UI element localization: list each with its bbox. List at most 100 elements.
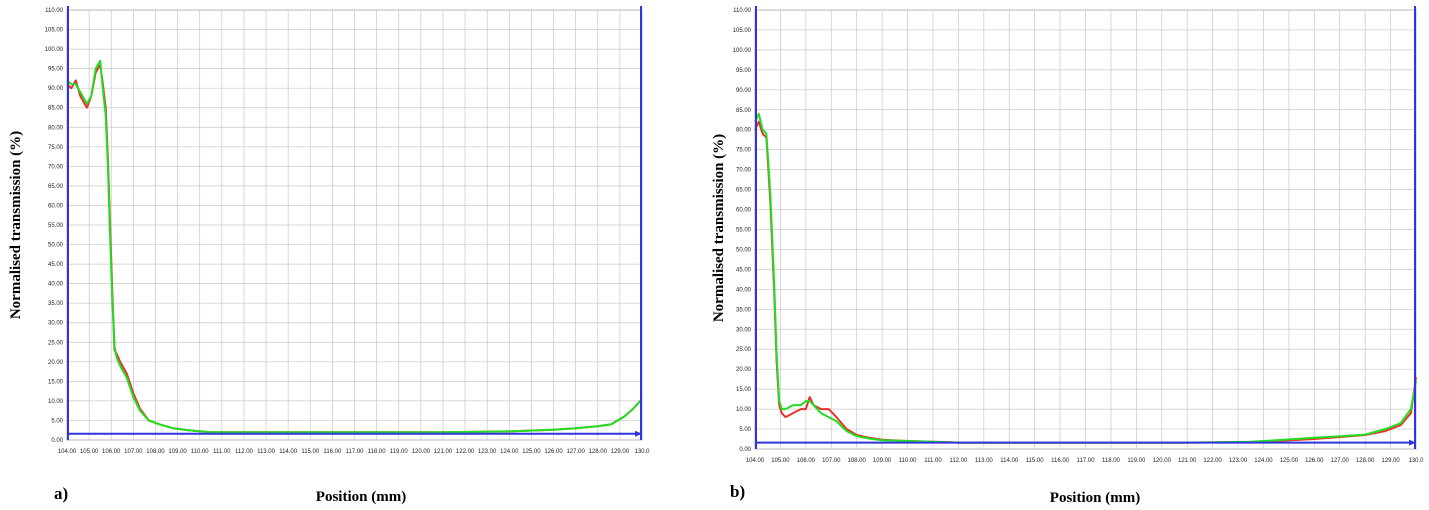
y-tick-label: 15.00 (736, 387, 752, 393)
x-tick-label: 117.00 (346, 449, 365, 455)
y-tick-label: 5.00 (739, 427, 751, 433)
x-tick-label: 111.00 (924, 458, 942, 464)
x-tick-label: 108.00 (146, 449, 165, 455)
x-tick-label: 123.00 (478, 449, 497, 455)
y-tick-label: 65.00 (48, 184, 64, 190)
chart-panel-a: 0.00 5.00 10.00 15.00 20.00 25.00 30.00 35.00 40… (0, 0, 690, 510)
x-tick-label: 119.00 (390, 449, 409, 455)
y-tick-label: 95.00 (48, 67, 64, 73)
y-tick-label: 110.00 (45, 8, 64, 14)
x-tick-label: 115.00 (301, 449, 320, 455)
y-tick-label: 45.00 (48, 262, 64, 268)
x-tick-label: 124.00 (1254, 458, 1273, 464)
y-tick-label: 100.00 (45, 47, 64, 53)
y-ticks-b: 0.00 5.00 10.00 15.00 20.00 25.00 30.00 35.00 40… (733, 8, 752, 453)
y-tick-label: 60.00 (736, 208, 752, 214)
x-tick-label: 116.00 (1051, 458, 1070, 464)
y-tick-label: 5.00 (51, 418, 63, 424)
y-tick-label: 20.00 (736, 367, 752, 373)
y-tick-label: 25.00 (48, 340, 64, 346)
x-tick-label: 125.00 (522, 449, 541, 455)
y-tick-label: 70.00 (48, 164, 64, 170)
x-tick-label: 106.00 (102, 449, 121, 455)
y-tick-label: 0.00 (739, 447, 751, 453)
panel-label-b: b) (730, 482, 745, 501)
chart-b-svg: 0.00 5.00 10.00 15.00 20.00 25.00 30.00 35.00 40… (711, 6, 1424, 506)
y-tick-label: 30.00 (736, 327, 752, 333)
x-tick-label: 105.00 (80, 449, 99, 455)
y-tick-label: 85.00 (48, 106, 64, 112)
x-tick-label: 122.00 (456, 449, 475, 455)
x-tick-label: 120.00 (1153, 458, 1172, 464)
y-tick-label: 70.00 (736, 168, 752, 174)
y-tick-label: 35.00 (48, 301, 64, 307)
x-tick-label: 113.00 (257, 449, 276, 455)
x-tick-label: 126.00 (544, 449, 563, 455)
y-tick-label: 75.00 (48, 145, 64, 151)
x-tick-label: 113.00 (975, 458, 994, 464)
x-tick-label: 129.00 (611, 449, 630, 455)
grid-b (754, 9, 1417, 450)
y-tick-label: 20.00 (48, 360, 64, 366)
y-tick-label: 95.00 (736, 68, 752, 74)
x-tick-label: 112.00 (949, 458, 968, 464)
y-tick-label: 100.00 (733, 48, 752, 54)
y-tick-label: 55.00 (736, 228, 752, 234)
y-axis-label-a: Normalised transmission (%) (8, 131, 24, 319)
baseline-arrowhead (1409, 439, 1416, 446)
y-tick-label: 10.00 (736, 407, 752, 413)
x-tick-label: 121.00 (1178, 458, 1197, 464)
x-tick-label: 122.00 (1203, 458, 1222, 464)
y-tick-label: 40.00 (48, 282, 64, 288)
x-ticks-b: 104.00 105.00 106.00 107.00 108.00 109.00 110.… (746, 458, 1424, 464)
y-tick-label: 0.00 (51, 438, 63, 444)
x-tick-label: 119.00 (1127, 458, 1146, 464)
y-tick-label: 110.00 (733, 8, 752, 14)
x-tick-label: 107.00 (822, 458, 841, 464)
y-tick-label: 50.00 (736, 247, 752, 253)
x-tick-label: 128.00 (589, 449, 608, 455)
x-ticks-a: 104.00 105.00 106.00 107.00 108.00 109.00 110.… (58, 449, 650, 455)
x-tick-label: 118.00 (1102, 458, 1121, 464)
x-tick-label: 104.00 (746, 458, 765, 464)
chart-panel-b: 0.00 5.00 10.00 15.00 20.00 25.00 30.00 35.00 40… (690, 0, 1429, 510)
y-tick-label: 40.00 (736, 287, 752, 293)
panel-label-a: a) (54, 484, 68, 503)
x-tick-label: 127.00 (566, 449, 585, 455)
y-tick-label: 80.00 (736, 128, 752, 134)
series-line-2 (754, 112, 1417, 444)
x-tick-label: 109.00 (168, 449, 187, 455)
x-tick-label: 118.00 (368, 449, 387, 455)
series-lines-b (754, 112, 1417, 444)
x-tick-label: 104.00 (58, 449, 77, 455)
y-tick-label: 90.00 (736, 88, 752, 94)
x-tick-label: 121.00 (434, 449, 453, 455)
markers-a (67, 6, 642, 440)
x-tick-label: 128.00 (1356, 458, 1375, 464)
y-tick-label: 80.00 (48, 125, 64, 131)
y-tick-label: 15.00 (48, 379, 64, 385)
x-tick-label: 116.00 (323, 449, 342, 455)
y-tick-label: 60.00 (48, 203, 64, 209)
x-tick-label: 109.00 (873, 458, 892, 464)
x-tick-label: 106.00 (797, 458, 816, 464)
y-tick-label: 50.00 (48, 243, 64, 249)
x-tick-label: 125.00 (1280, 458, 1299, 464)
series-line-2 (66, 59, 643, 434)
x-tick-label: 108.00 (848, 458, 867, 464)
x-axis-label-b: Position (mm) (1050, 490, 1140, 506)
x-tick-label: 123.00 (1229, 458, 1248, 464)
y-tick-label: 75.00 (736, 148, 752, 154)
baseline-arrowhead (635, 430, 642, 437)
x-tick-label: 110.00 (191, 449, 210, 455)
grid-a (66, 9, 643, 441)
y-tick-label: 85.00 (736, 108, 752, 114)
x-tick-label: 112.00 (235, 449, 254, 455)
x-tick-label: 130.0 (634, 449, 650, 455)
x-tick-label: 110.00 (899, 458, 918, 464)
y-tick-label: 10.00 (48, 399, 64, 405)
y-axis-label-b: Normalised transmission (%) (711, 134, 727, 322)
x-tick-label: 124.00 (500, 449, 519, 455)
y-ticks-a: 0.00 5.00 10.00 15.00 20.00 25.00 30.00 35.00 40… (45, 8, 64, 444)
y-tick-label: 35.00 (736, 307, 752, 313)
